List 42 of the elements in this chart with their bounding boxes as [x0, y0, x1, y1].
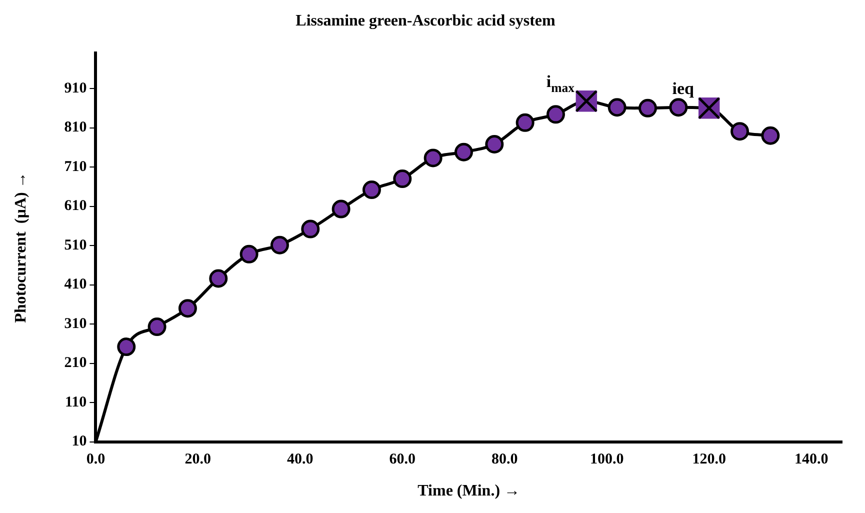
y-tick-label: 310 [64, 316, 87, 332]
point [332, 200, 350, 218]
point [178, 299, 197, 318]
point [240, 244, 258, 264]
y-axis-title: Photocurrent (µA) → [12, 172, 30, 323]
y-tick-label: 110 [65, 394, 87, 410]
point [454, 142, 473, 162]
x-tick-label: 0.0 [86, 452, 106, 468]
x-axis-title: Time (Min.) → [418, 482, 520, 500]
point [301, 220, 320, 238]
point [362, 180, 381, 200]
x-tick-label: 80.0 [492, 452, 518, 468]
point [516, 113, 534, 132]
y-tick-label: 510 [64, 237, 87, 254]
x-tick-label: 100.0 [590, 452, 624, 468]
y-tick-label: 410 [64, 276, 87, 293]
y-tick-label: 610 [64, 198, 87, 214]
point [669, 98, 688, 117]
y-tick-label: 710 [64, 158, 87, 175]
x-tick-label: 60.0 [389, 452, 416, 468]
chart-title: Lissamine green-Ascorbic acid system [296, 12, 556, 30]
y-tick-label: 810 [64, 120, 87, 136]
point [761, 126, 780, 145]
y-tick-label: 10 [72, 434, 87, 450]
point [485, 135, 504, 154]
annotation: ieq [672, 79, 695, 98]
point [638, 98, 658, 118]
y-tick-label: 210 [64, 355, 87, 372]
point [148, 318, 166, 336]
x-tick-label: 140.0 [794, 452, 828, 468]
point [393, 170, 412, 188]
point [424, 148, 442, 168]
y-tick-label: 910 [64, 80, 87, 96]
point [608, 98, 626, 117]
x-tick-label: 20.0 [184, 452, 212, 468]
x-tick-label: 120.0 [692, 452, 726, 468]
point [270, 236, 289, 254]
point [117, 338, 136, 356]
x-tick-label: 40.0 [287, 452, 314, 468]
point [209, 269, 228, 288]
point [546, 105, 565, 124]
point [730, 122, 750, 141]
